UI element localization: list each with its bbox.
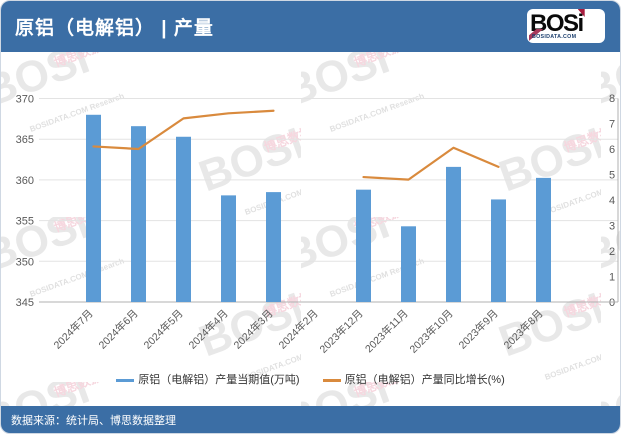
svg-text:8: 8 <box>609 93 615 105</box>
svg-text:365: 365 <box>16 134 34 146</box>
svg-text:0: 0 <box>609 297 615 309</box>
svg-text:350: 350 <box>16 256 34 268</box>
svg-text:345: 345 <box>16 297 34 309</box>
svg-text:7: 7 <box>609 119 615 131</box>
svg-text:5: 5 <box>609 170 615 182</box>
svg-text:360: 360 <box>16 175 34 187</box>
svg-text:6: 6 <box>609 144 615 156</box>
svg-text:355: 355 <box>16 216 34 228</box>
svg-text:1: 1 <box>609 272 615 284</box>
svg-text:4: 4 <box>609 195 615 207</box>
svg-text:2: 2 <box>609 246 615 258</box>
svg-text:370: 370 <box>16 94 34 106</box>
svg-text:3: 3 <box>609 221 615 233</box>
